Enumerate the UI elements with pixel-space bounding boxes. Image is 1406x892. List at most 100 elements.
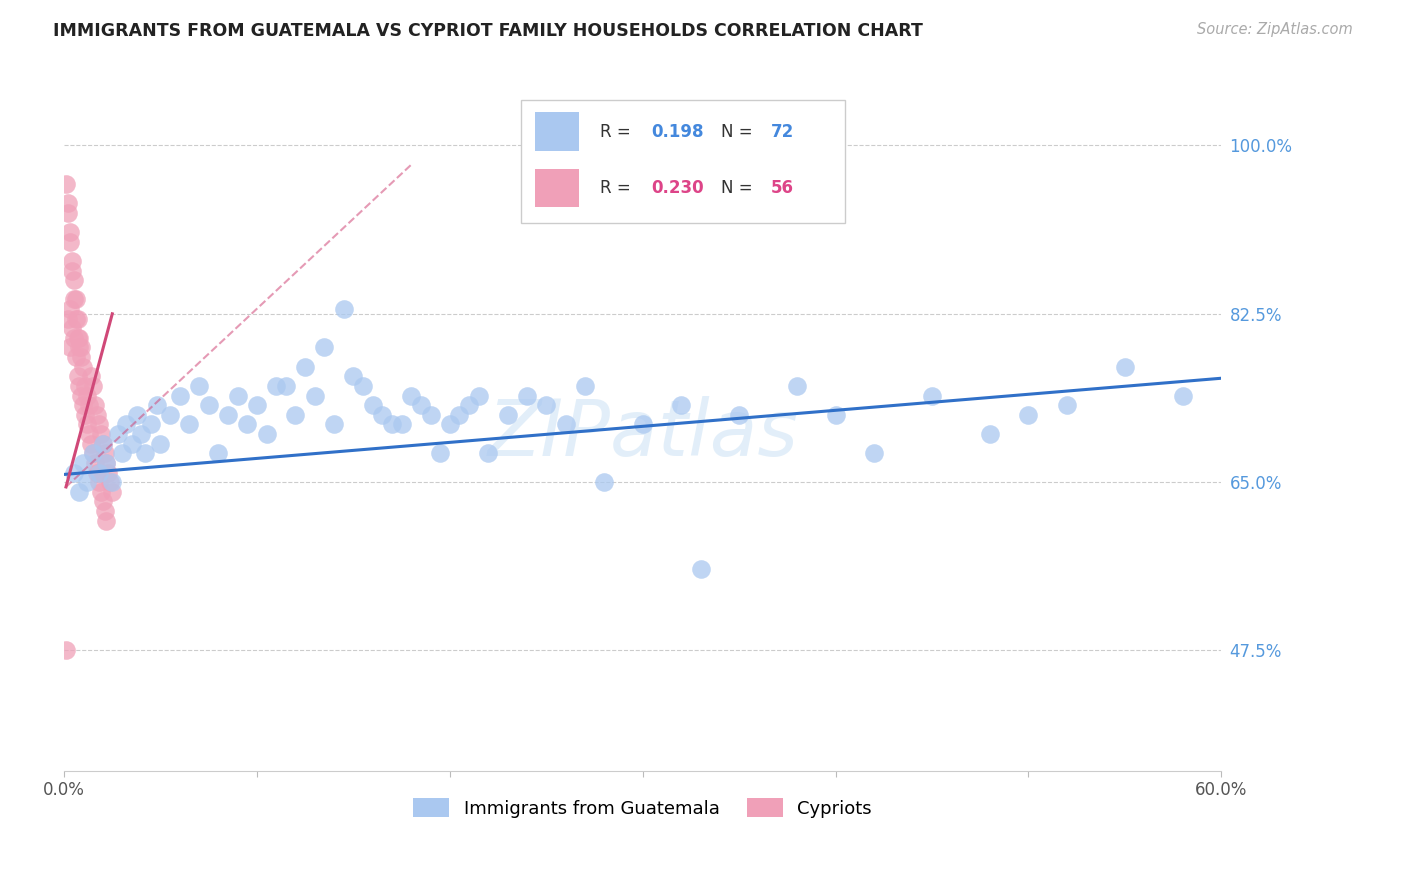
Point <box>477 446 499 460</box>
Point <box>77 398 100 412</box>
Point <box>145 398 167 412</box>
Point <box>399 388 422 402</box>
Point <box>59 341 82 355</box>
Point <box>921 388 943 402</box>
Point <box>76 417 98 432</box>
Point <box>80 436 103 450</box>
Point <box>69 331 91 345</box>
Point <box>75 408 97 422</box>
Point <box>66 311 89 326</box>
Point <box>419 408 441 422</box>
Point <box>87 417 110 432</box>
Point <box>69 484 91 499</box>
Point <box>90 427 112 442</box>
Text: R =: R = <box>600 123 636 141</box>
Point <box>75 379 97 393</box>
Point <box>593 475 616 490</box>
Point <box>449 408 471 422</box>
Text: 0.198: 0.198 <box>651 123 703 141</box>
Point <box>87 466 110 480</box>
Point <box>86 408 108 422</box>
Point <box>284 408 307 422</box>
Point <box>1114 359 1136 374</box>
Point <box>66 331 89 345</box>
FancyBboxPatch shape <box>536 112 579 151</box>
Text: ZIPatlas: ZIPatlas <box>488 396 799 472</box>
Point <box>554 417 576 432</box>
Point <box>107 427 129 442</box>
Text: 0.230: 0.230 <box>651 179 703 197</box>
Point <box>76 475 98 490</box>
Point <box>149 436 172 450</box>
Point <box>60 321 83 335</box>
Point <box>72 456 94 470</box>
Point <box>62 273 84 287</box>
Text: N =: N = <box>721 179 758 197</box>
Point <box>82 446 104 460</box>
Point <box>65 350 87 364</box>
Point <box>72 398 94 412</box>
Text: 56: 56 <box>770 179 794 197</box>
Point <box>62 331 84 345</box>
Point <box>139 417 162 432</box>
Point <box>69 379 91 393</box>
Point <box>93 446 115 460</box>
Point <box>689 562 711 576</box>
Point <box>59 225 82 239</box>
Point <box>59 301 82 316</box>
Point <box>314 341 336 355</box>
Legend: Immigrants from Guatemala, Cypriots: Immigrants from Guatemala, Cypriots <box>406 791 879 825</box>
Point <box>169 388 191 402</box>
Point <box>70 350 93 364</box>
Point <box>60 263 83 277</box>
Point <box>371 408 394 422</box>
Point <box>129 427 152 442</box>
Point <box>127 408 149 422</box>
Point <box>429 446 451 460</box>
Point <box>59 235 82 249</box>
Point <box>342 369 364 384</box>
Point <box>226 388 249 402</box>
Point <box>294 359 316 374</box>
Point <box>207 446 229 460</box>
Point <box>70 388 93 402</box>
Point <box>86 466 108 480</box>
Text: N =: N = <box>721 123 758 141</box>
Point <box>84 398 107 412</box>
Point <box>574 379 596 393</box>
Point <box>332 301 354 316</box>
Point <box>97 466 120 480</box>
Point <box>56 196 79 211</box>
Point <box>352 379 374 393</box>
Point <box>534 398 557 412</box>
Point <box>264 379 287 393</box>
Point <box>77 427 100 442</box>
Point <box>728 408 751 422</box>
Point <box>82 379 104 393</box>
Point <box>55 643 77 657</box>
Point <box>496 408 519 422</box>
Point <box>114 417 136 432</box>
Point <box>274 379 297 393</box>
Point <box>76 388 98 402</box>
Point <box>134 446 156 460</box>
Point <box>121 436 143 450</box>
Point <box>159 408 181 422</box>
Point <box>361 398 384 412</box>
Point <box>62 293 84 307</box>
Point <box>82 446 104 460</box>
Point <box>179 417 201 432</box>
Point <box>323 417 346 432</box>
Point <box>1056 398 1078 412</box>
Point <box>217 408 239 422</box>
Point <box>91 436 114 450</box>
Point <box>84 456 107 470</box>
Text: R =: R = <box>600 179 636 197</box>
Point <box>979 427 1001 442</box>
Point <box>516 388 538 402</box>
Point <box>66 369 89 384</box>
Point <box>96 514 118 528</box>
Point <box>72 359 94 374</box>
Point <box>65 293 87 307</box>
Point <box>256 427 278 442</box>
